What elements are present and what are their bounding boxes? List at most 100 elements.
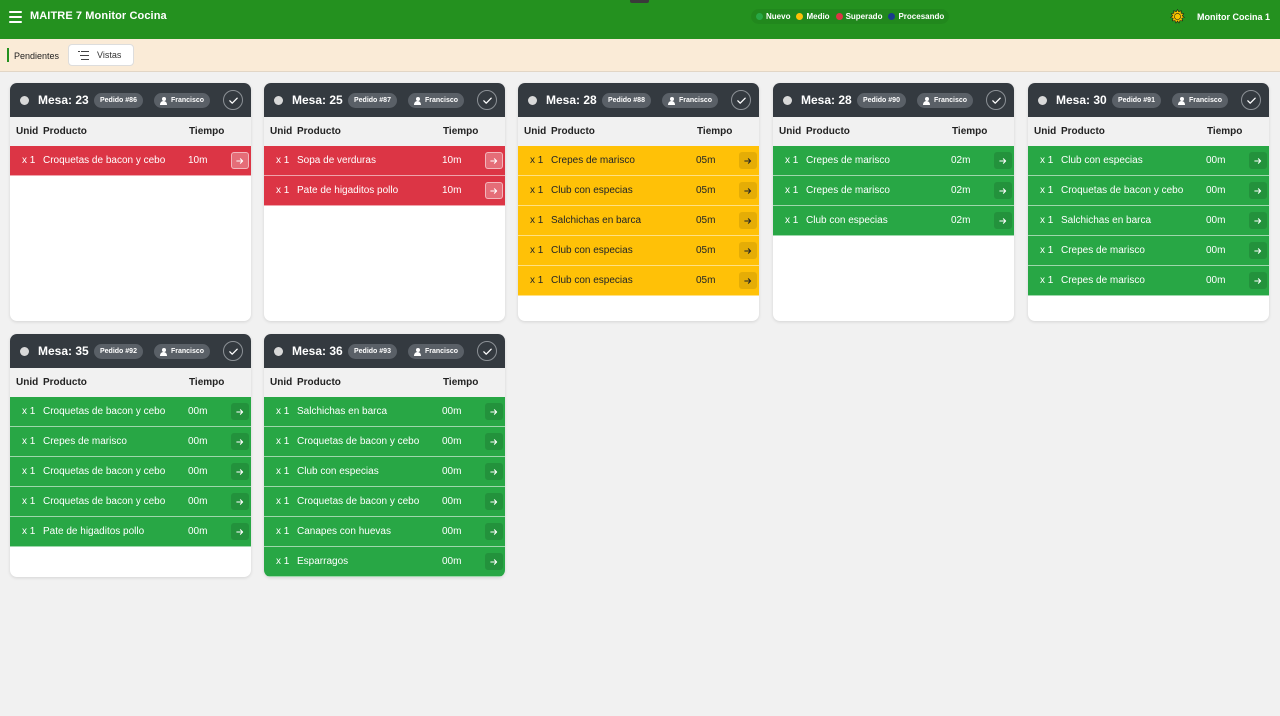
complete-order-button[interactable]: [986, 90, 1006, 110]
advance-item-button[interactable]: [485, 553, 503, 570]
advance-item-button[interactable]: [485, 403, 503, 420]
advance-item-button[interactable]: [739, 212, 757, 229]
order-item-row[interactable]: x 1 Salchichas en barca 00m: [1028, 206, 1269, 236]
mesa-label: Mesa: 35: [38, 344, 89, 358]
order-item-row[interactable]: x 1 Croquetas de bacon y cebo 10m: [10, 146, 251, 176]
arrow-right-icon: [490, 558, 498, 566]
order-item-row[interactable]: x 1 Croquetas de bacon y cebo 00m: [10, 457, 251, 487]
order-item-row[interactable]: x 1 Club con especias 02m: [773, 206, 1014, 236]
user-badge: Francisco: [408, 93, 465, 108]
item-time: 05m: [696, 155, 716, 166]
item-time: 00m: [442, 496, 462, 507]
top-notch: [630, 0, 649, 3]
order-item-row[interactable]: x 1 Salchichas en barca 05m: [518, 206, 759, 236]
top-bar: MAITRE 7 Monitor Cocina Nuevo Medio Supe…: [0, 0, 1280, 39]
pedido-badge: Pedido #91: [1112, 93, 1161, 108]
order-item-row[interactable]: x 1 Croquetas de bacon y cebo 00m: [264, 487, 505, 517]
advance-item-button[interactable]: [485, 152, 503, 169]
list-icon: [78, 50, 89, 60]
advance-item-button[interactable]: [739, 182, 757, 199]
complete-order-button[interactable]: [731, 90, 751, 110]
advance-item-button[interactable]: [231, 493, 249, 510]
advance-item-button[interactable]: [994, 152, 1012, 169]
advance-item-button[interactable]: [1249, 272, 1267, 289]
advance-item-button[interactable]: [231, 433, 249, 450]
advance-item-button[interactable]: [231, 523, 249, 540]
complete-order-button[interactable]: [1241, 90, 1261, 110]
item-product: Croquetas de bacon y cebo: [43, 496, 166, 507]
complete-order-button[interactable]: [223, 90, 243, 110]
item-time: 02m: [951, 215, 971, 226]
order-item-row[interactable]: x 1 Club con especias 05m: [518, 266, 759, 296]
item-product: Salchichas en barca: [551, 215, 642, 226]
tab-pendientes[interactable]: Pendientes: [14, 51, 60, 61]
item-product: Croquetas de bacon y cebo: [43, 466, 166, 477]
advance-item-button[interactable]: [485, 433, 503, 450]
column-headers: Unid Producto Tiempo: [1028, 117, 1269, 146]
advance-item-button[interactable]: [1249, 152, 1267, 169]
order-item-row[interactable]: x 1 Crepes de marisco 02m: [773, 176, 1014, 206]
order-item-row[interactable]: x 1 Croquetas de bacon y cebo 00m: [1028, 176, 1269, 206]
advance-item-button[interactable]: [485, 523, 503, 540]
sun-icon[interactable]: [1170, 9, 1185, 24]
legend-dot-icon: [796, 13, 804, 20]
advance-item-button[interactable]: [739, 272, 757, 289]
item-quantity: x 1: [1040, 155, 1054, 166]
order-item-row[interactable]: x 1 Club con especias 00m: [264, 457, 505, 487]
complete-order-button[interactable]: [477, 341, 497, 361]
order-item-row[interactable]: x 1 Club con especias 05m: [518, 176, 759, 206]
complete-order-button[interactable]: [477, 90, 497, 110]
advance-item-button[interactable]: [231, 152, 249, 169]
order-item-row[interactable]: x 1 Croquetas de bacon y cebo 00m: [264, 427, 505, 457]
advance-item-button[interactable]: [231, 403, 249, 420]
order-item-row[interactable]: x 1 Club con especias 05m: [518, 236, 759, 266]
column-header-unid: Unid: [524, 126, 547, 137]
advance-item-button[interactable]: [231, 463, 249, 480]
order-item-row[interactable]: x 1 Sopa de verduras 10m: [264, 146, 505, 176]
item-time: 10m: [442, 155, 462, 166]
hamburger-menu-icon[interactable]: [9, 11, 22, 23]
order-card-header: Mesa: 25 Pedido #87 Francisco: [264, 83, 505, 117]
order-item-row[interactable]: x 1 Crepes de marisco 00m: [1028, 236, 1269, 266]
complete-order-button[interactable]: [223, 341, 243, 361]
advance-item-button[interactable]: [1249, 242, 1267, 259]
order-item-row[interactable]: x 1 Crepes de marisco 02m: [773, 146, 1014, 176]
legend-label: Nuevo: [766, 12, 791, 21]
order-item-row[interactable]: x 1 Crepes de marisco 00m: [10, 427, 251, 457]
order-item-row[interactable]: x 1 Club con especias 00m: [1028, 146, 1269, 176]
advance-item-button[interactable]: [739, 152, 757, 169]
order-item-row[interactable]: x 1 Pate de higaditos pollo 10m: [264, 176, 505, 206]
user-name: Francisco: [1189, 97, 1223, 104]
order-item-row[interactable]: x 1 Croquetas de bacon y cebo 00m: [10, 397, 251, 427]
advance-item-button[interactable]: [1249, 212, 1267, 229]
column-header-unid: Unid: [1034, 126, 1057, 137]
user-badge: Francisco: [1172, 93, 1229, 108]
item-quantity: x 1: [1040, 215, 1054, 226]
item-product: Croquetas de bacon y cebo: [43, 406, 166, 417]
item-quantity: x 1: [276, 556, 290, 567]
item-quantity: x 1: [1040, 245, 1054, 256]
advance-item-button[interactable]: [739, 242, 757, 259]
user-name: Francisco: [679, 97, 713, 104]
order-item-row[interactable]: x 1 Canapes con huevas 00m: [264, 517, 505, 547]
item-quantity: x 1: [276, 526, 290, 537]
advance-item-button[interactable]: [485, 463, 503, 480]
item-product: Canapes con huevas: [297, 526, 391, 537]
advance-item-button[interactable]: [485, 182, 503, 199]
vistas-button[interactable]: Vistas: [68, 44, 134, 66]
order-item-row[interactable]: x 1 Crepes de marisco 00m: [1028, 266, 1269, 296]
advance-item-button[interactable]: [1249, 182, 1267, 199]
advance-item-button[interactable]: [994, 212, 1012, 229]
order-item-row[interactable]: x 1 Salchichas en barca 00m: [264, 397, 505, 427]
order-card: Mesa: 28 Pedido #90 Francisco Unid Producto T…: [773, 83, 1014, 321]
order-item-row[interactable]: x 1 Esparragos 00m: [264, 547, 505, 577]
item-quantity: x 1: [785, 155, 799, 166]
order-item-row[interactable]: x 1 Croquetas de bacon y cebo 00m: [10, 487, 251, 517]
arrow-right-icon: [490, 408, 498, 416]
advance-item-button[interactable]: [994, 182, 1012, 199]
advance-item-button[interactable]: [485, 493, 503, 510]
order-item-row[interactable]: x 1 Crepes de marisco 05m: [518, 146, 759, 176]
item-product: Club con especias: [297, 466, 379, 477]
order-item-row[interactable]: x 1 Pate de higaditos pollo 00m: [10, 517, 251, 547]
column-headers: Unid Producto Tiempo: [10, 368, 251, 397]
